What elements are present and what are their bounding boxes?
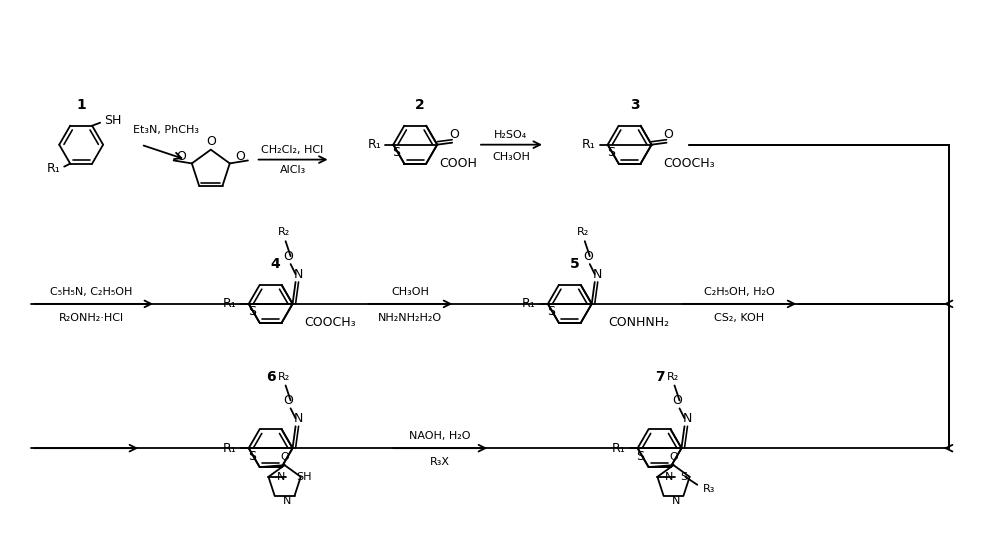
Text: COOCH₃: COOCH₃ — [664, 157, 715, 170]
Text: O: O — [583, 250, 593, 263]
Text: N: N — [283, 496, 291, 506]
Text: 4: 4 — [271, 257, 280, 271]
Text: 5: 5 — [570, 257, 580, 271]
Text: N: N — [593, 268, 602, 281]
Text: N: N — [294, 268, 303, 281]
Text: R₃X: R₃X — [430, 457, 450, 467]
Text: CONHNH₂: CONHNH₂ — [609, 316, 670, 329]
Text: R₂: R₂ — [277, 228, 290, 237]
Text: R₂: R₂ — [577, 228, 589, 237]
Text: R₁: R₁ — [223, 297, 237, 310]
Text: O: O — [284, 250, 294, 263]
Text: CH₃OH: CH₃OH — [391, 287, 429, 297]
Text: N: N — [665, 472, 674, 482]
Text: SH: SH — [296, 472, 312, 482]
Text: C₂H₅OH, H₂O: C₂H₅OH, H₂O — [704, 287, 775, 297]
Text: O: O — [206, 135, 216, 148]
Text: O: O — [673, 394, 682, 407]
Text: NH₂NH₂H₂O: NH₂NH₂H₂O — [378, 313, 442, 323]
Text: O: O — [284, 394, 294, 407]
Text: R₂: R₂ — [277, 372, 290, 381]
Text: N: N — [294, 412, 303, 425]
Text: R₁: R₁ — [522, 297, 536, 310]
Text: N: N — [683, 412, 692, 425]
Text: COOH: COOH — [439, 157, 477, 170]
Text: SH: SH — [104, 114, 121, 127]
Text: CH₂Cl₂, HCl: CH₂Cl₂, HCl — [261, 145, 324, 155]
Text: C₅H₅N, C₂H₅OH: C₅H₅N, C₂H₅OH — [50, 287, 132, 297]
Text: N: N — [276, 472, 285, 482]
Text: O: O — [449, 128, 459, 141]
Text: N: N — [672, 496, 680, 506]
Text: O: O — [280, 452, 289, 462]
Text: S: S — [392, 146, 400, 159]
Text: Et₃N, PhCH₃: Et₃N, PhCH₃ — [133, 125, 199, 135]
Text: O: O — [669, 452, 678, 462]
Text: COOCH₃: COOCH₃ — [305, 316, 356, 329]
Text: S: S — [637, 449, 645, 463]
Text: R₁: R₁ — [612, 442, 626, 454]
Text: R₁: R₁ — [582, 138, 596, 151]
Text: R₁: R₁ — [368, 138, 381, 151]
Text: 3: 3 — [630, 98, 639, 112]
Text: CH₃OH: CH₃OH — [492, 151, 530, 162]
Text: S: S — [248, 449, 256, 463]
Text: CS₂, KOH: CS₂, KOH — [714, 313, 764, 323]
Text: S: S — [248, 305, 256, 318]
Text: 2: 2 — [415, 98, 425, 112]
Text: O: O — [664, 128, 673, 141]
Text: 1: 1 — [76, 98, 86, 112]
Text: NAOH, H₂O: NAOH, H₂O — [409, 431, 471, 441]
Text: S: S — [680, 472, 687, 482]
Text: S: S — [547, 305, 555, 318]
Text: R₃: R₃ — [703, 484, 716, 494]
Text: AlCl₃: AlCl₃ — [279, 164, 306, 174]
Text: S: S — [607, 146, 615, 159]
Text: O: O — [235, 150, 245, 163]
Text: O: O — [177, 150, 187, 163]
Text: R₂ONH₂·HCl: R₂ONH₂·HCl — [59, 313, 124, 323]
Text: R₁: R₁ — [46, 162, 60, 175]
Text: 7: 7 — [655, 369, 664, 383]
Text: R₂: R₂ — [666, 372, 679, 381]
Text: R₁: R₁ — [223, 442, 237, 454]
Text: 6: 6 — [266, 369, 275, 383]
Text: H₂SO₄: H₂SO₄ — [494, 130, 528, 140]
